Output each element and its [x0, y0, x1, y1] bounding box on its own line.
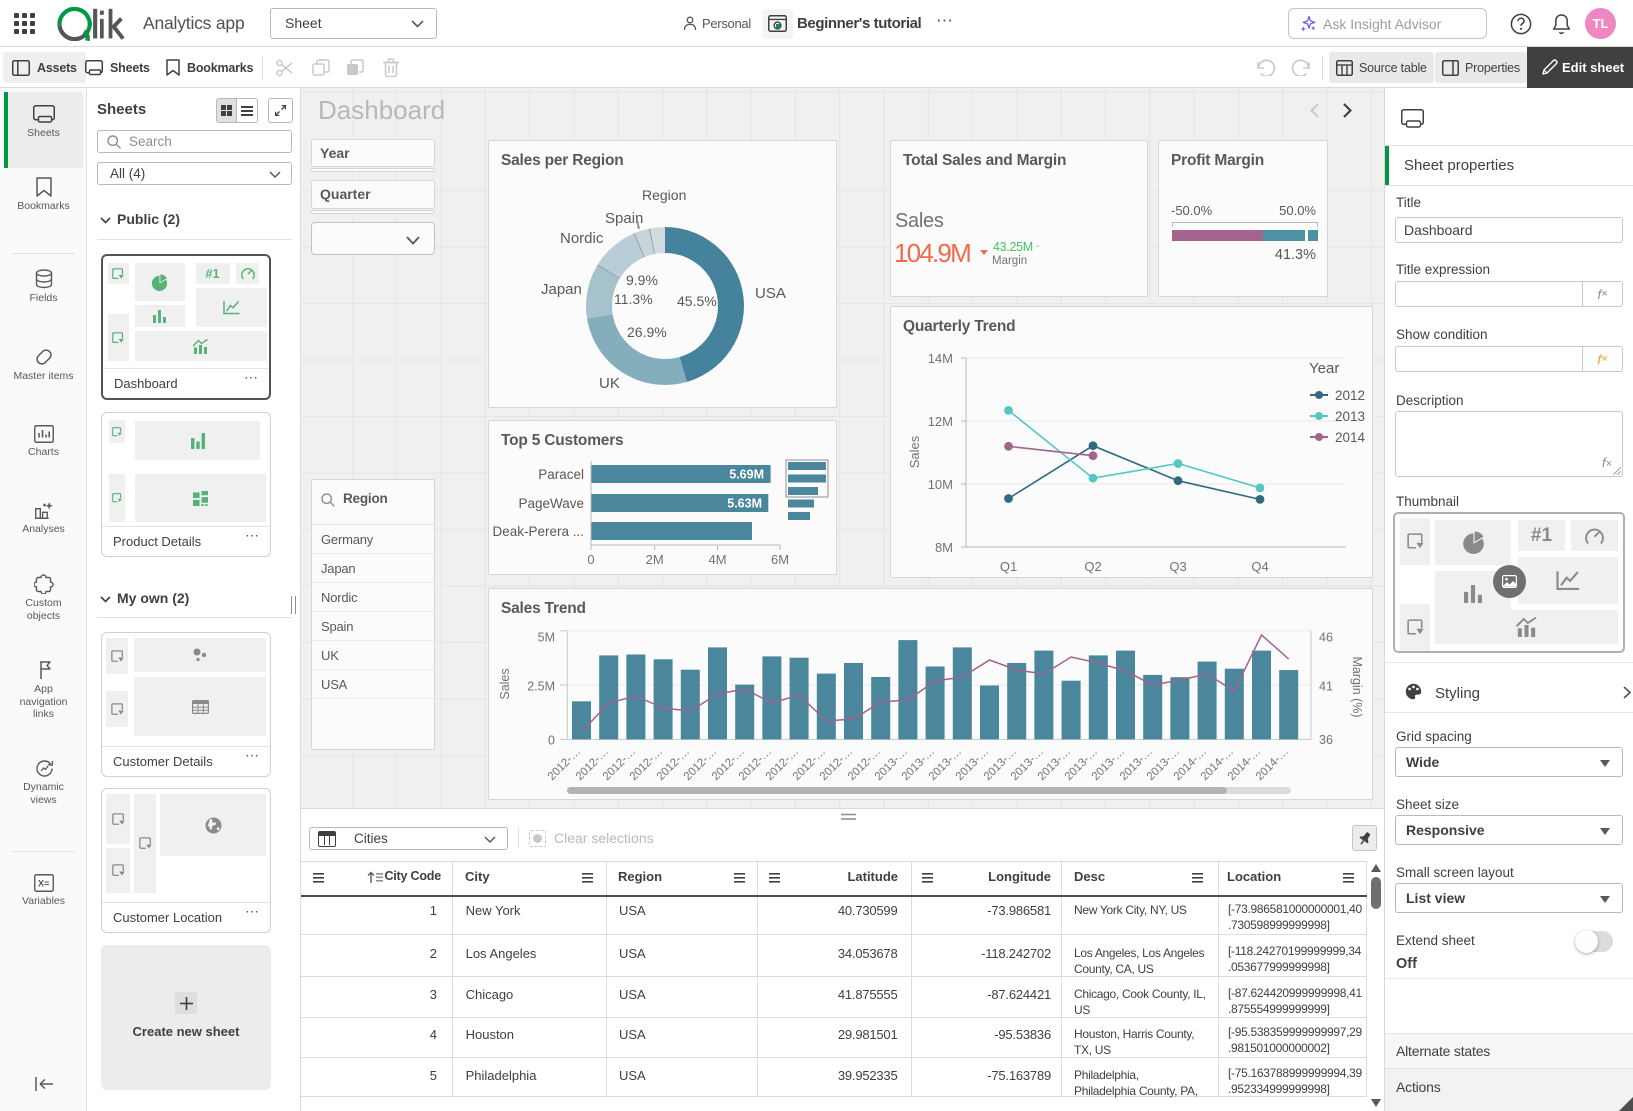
svg-text:Sales: Sales [498, 668, 512, 699]
svg-text:5M: 5M [538, 631, 555, 645]
svg-text:5.63M: 5.63M [727, 497, 762, 511]
svg-text:46: 46 [1319, 631, 1333, 645]
svg-text:10M: 10M [928, 477, 953, 492]
svg-text:2013: 2013 [1335, 409, 1365, 424]
svg-text:0: 0 [587, 552, 594, 567]
svg-text:Q4: Q4 [1251, 559, 1268, 574]
svg-text:2014: 2014 [1335, 430, 1366, 445]
svg-text:8M: 8M [935, 540, 953, 555]
svg-text:4M: 4M [708, 552, 726, 567]
svg-text:Q1: Q1 [1000, 559, 1017, 574]
svg-text:Paracel: Paracel [538, 467, 584, 482]
svg-text:2.5M: 2.5M [527, 680, 555, 694]
svg-text:Sales: Sales [907, 435, 922, 468]
svg-text:PageWave: PageWave [518, 496, 584, 511]
svg-text:Q2: Q2 [1084, 559, 1101, 574]
svg-text:36: 36 [1319, 733, 1333, 747]
svg-text:Deak-Perera ...: Deak-Perera ... [492, 524, 584, 539]
svg-text:6M: 6M [771, 552, 789, 567]
svg-text:X=: X= [38, 879, 49, 889]
svg-text:Margin (%): Margin (%) [1350, 656, 1364, 717]
svg-text:14M: 14M [928, 351, 953, 366]
svg-text:Year: Year [1309, 360, 1339, 377]
svg-text:5.69M: 5.69M [729, 468, 764, 482]
svg-text:41: 41 [1319, 680, 1333, 694]
svg-text:2012: 2012 [1335, 388, 1365, 403]
svg-text:Q3: Q3 [1169, 559, 1186, 574]
svg-text:2M: 2M [646, 552, 664, 567]
svg-text:12M: 12M [928, 414, 953, 429]
svg-text:0: 0 [548, 734, 555, 748]
